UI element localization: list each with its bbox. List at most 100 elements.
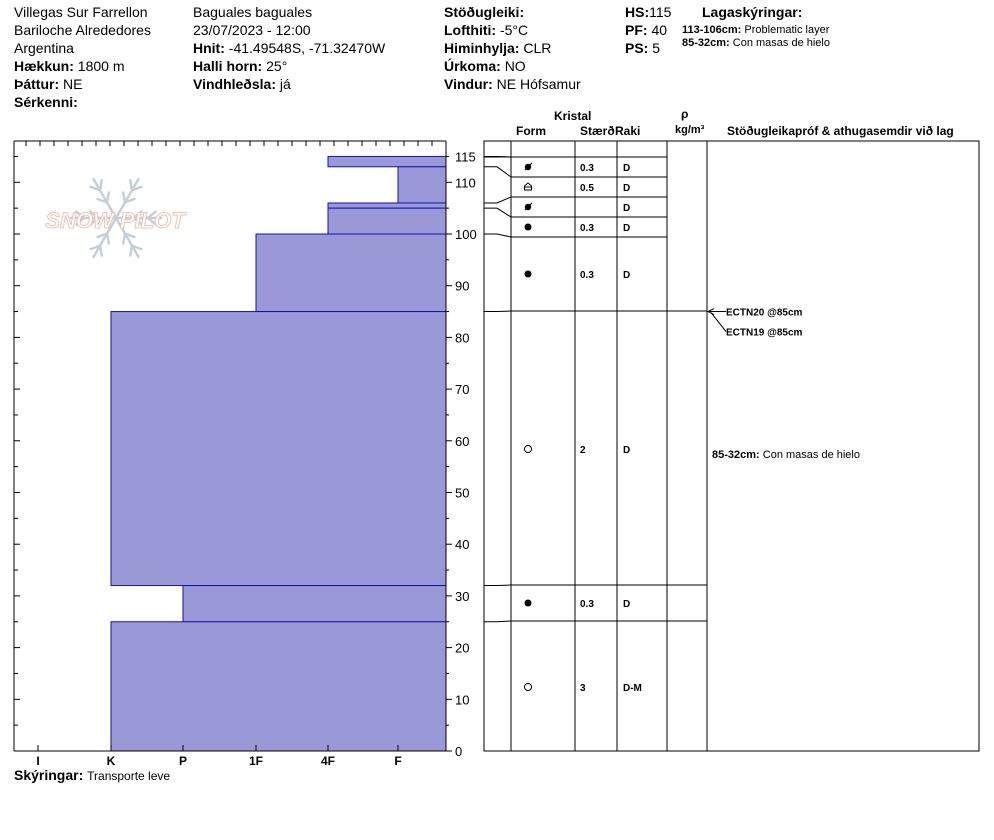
flake-branch — [132, 210, 143, 220]
depth-tick-label: 70 — [455, 382, 469, 397]
layer-note-2-text: Con masas de hielo — [732, 37, 830, 49]
moisture-value: D — [623, 599, 630, 610]
observation-info: Baguales baguales 23/07/2023 - 12:00 Hni… — [193, 3, 385, 93]
footer-notes-label: Skýringar: — [14, 767, 84, 783]
crystal-table — [483, 140, 980, 752]
observation-name: Baguales baguales — [193, 4, 313, 20]
flake-branch — [128, 244, 134, 257]
table-border — [483, 140, 980, 752]
depth-axis: 0 10 20 30 40 50 60 70 80 90 100 110 115 — [445, 141, 477, 759]
flake-branch — [146, 216, 157, 226]
flake-branch — [89, 185, 102, 192]
crystal-size-value: 0.5 — [580, 183, 594, 194]
watermark-text: SNOW PILOT — [45, 208, 186, 233]
features-label: Sérkenni: — [14, 94, 78, 110]
depth-tick-label: 80 — [455, 330, 469, 345]
layer-connectors — [484, 155, 512, 752]
stability-tests: ECTN20 @85cm ECTN19 @85cm 85-32cm: Con mas… — [706, 308, 860, 461]
hardness-layer-bar — [182, 585, 447, 623]
flake-branch — [98, 244, 104, 257]
depth-tick-label: 20 — [455, 641, 469, 656]
moisture-value: D — [623, 223, 630, 234]
flake-branch — [98, 179, 104, 192]
wind-loading-value: já — [279, 76, 291, 92]
elevation-row: Hækkun: 1800 m — [14, 57, 151, 75]
layer-connector-line — [484, 620, 512, 623]
footer-notes: Skýringar: Transporte leve — [14, 766, 170, 784]
hs-value: 115 — [649, 4, 672, 20]
depth-tick-label: 0 — [455, 744, 462, 759]
wind-row: Vindur: NE Hófsamur — [444, 75, 581, 93]
layer-note-2-range: 85-32cm: — [682, 37, 730, 49]
rounded-grain-icon — [524, 223, 532, 231]
hardness-layer-bar — [327, 202, 447, 209]
stability-label: Stöðugleiki: — [444, 4, 525, 20]
depth-tick-label: 30 — [455, 589, 469, 604]
wind-loading-label: Vindhleðsla: — [193, 76, 276, 92]
tests-header: Stöðugleikapróf & athugasemdir við lag — [727, 125, 954, 138]
flake-branch — [121, 232, 127, 245]
sky-value: CLR — [523, 40, 552, 56]
elevation-value: 1800 m — [77, 58, 125, 74]
moisture-value: D — [623, 445, 630, 456]
depth-tick-label: 115 — [455, 149, 476, 164]
hardness-layer-bar — [397, 166, 447, 204]
melt-form-icon — [524, 683, 532, 691]
flake-branch — [130, 244, 143, 251]
slope-label: Halli horn: — [193, 58, 263, 74]
flake-branch — [75, 210, 86, 220]
flake-branch — [75, 216, 86, 226]
sky-row: Himinhylja: CLR — [444, 39, 581, 57]
flake-branch — [105, 191, 111, 204]
hardness-tick-label: P — [179, 754, 187, 768]
aspect-value: NE — [63, 76, 83, 92]
rounded-grain-icon — [524, 270, 532, 278]
layer-note-1: 113-106cm: Problematic layer — [682, 24, 830, 37]
elevation-label: Hækkun: — [14, 58, 74, 74]
depth-hoar-icon — [524, 182, 532, 191]
layer-comment: 85-32cm: Con masas de hielo — [712, 449, 860, 461]
density-unit-header: kg/m³ — [675, 124, 705, 136]
melt-form-icon — [524, 445, 532, 453]
aspect-row: Þáttur: NE — [14, 75, 151, 93]
rounded-grain-icon — [524, 599, 532, 607]
flake-branch — [146, 210, 157, 220]
wind-value: NE Hófsamur — [496, 76, 581, 92]
moisture-value: D — [623, 270, 630, 281]
hardness-tick-label: 1F — [249, 754, 263, 768]
hardness-layers — [110, 155, 447, 752]
crystal-size-value: 0.3 — [580, 163, 594, 174]
location-line-3: Argentina — [14, 40, 74, 56]
snowpilot-watermark: SNOW PILOT — [45, 177, 187, 259]
air-temp-label: Lofthiti: — [444, 22, 497, 38]
moisture-header: Raki — [615, 124, 641, 138]
hardness-tick-label: F — [394, 754, 401, 768]
precip-row: Úrkoma: NO — [444, 57, 581, 75]
flake-branch — [123, 232, 136, 239]
flake-branch — [123, 197, 136, 204]
layer-connector-line — [484, 233, 512, 238]
faceted-rounded-icon-stroke — [524, 162, 533, 171]
layer-comment-range: 85-32cm: — [712, 449, 763, 461]
flake-branch — [130, 185, 143, 192]
layer-notes-title-text: Lagaskýringar: — [702, 4, 803, 20]
crystal-table-cells: 0.3 D0.5 DD0.3 D0.3 D2 D0.3 D3 D-M — [524, 162, 642, 694]
site-info: Villegas Sur Farrellon Bariloche Alreded… — [14, 3, 151, 111]
flake-branch — [96, 232, 109, 239]
crystal-size-value: 0.3 — [580, 223, 594, 234]
hardness-layer-bar — [110, 621, 447, 752]
coords-row: Hnit: -41.49548S, -71.32470W — [193, 39, 385, 57]
flake-branch — [121, 191, 127, 204]
depth-tick-label: 100 — [455, 227, 477, 242]
coords-label: Hnit: — [193, 40, 225, 56]
layer-connector-line — [484, 584, 512, 587]
location-line-2: Bariloche Alrededores — [14, 22, 151, 38]
hardness-layer-bar — [110, 311, 447, 587]
flake-branch — [128, 179, 134, 192]
features-row: Sérkenni: — [14, 93, 151, 111]
form-header: Form — [516, 124, 546, 138]
hardness-plot-frame — [13, 140, 446, 752]
flake-branch — [89, 216, 100, 226]
ps-row: PS: 5 — [625, 39, 671, 57]
hs-row: HS:115 — [625, 3, 671, 21]
